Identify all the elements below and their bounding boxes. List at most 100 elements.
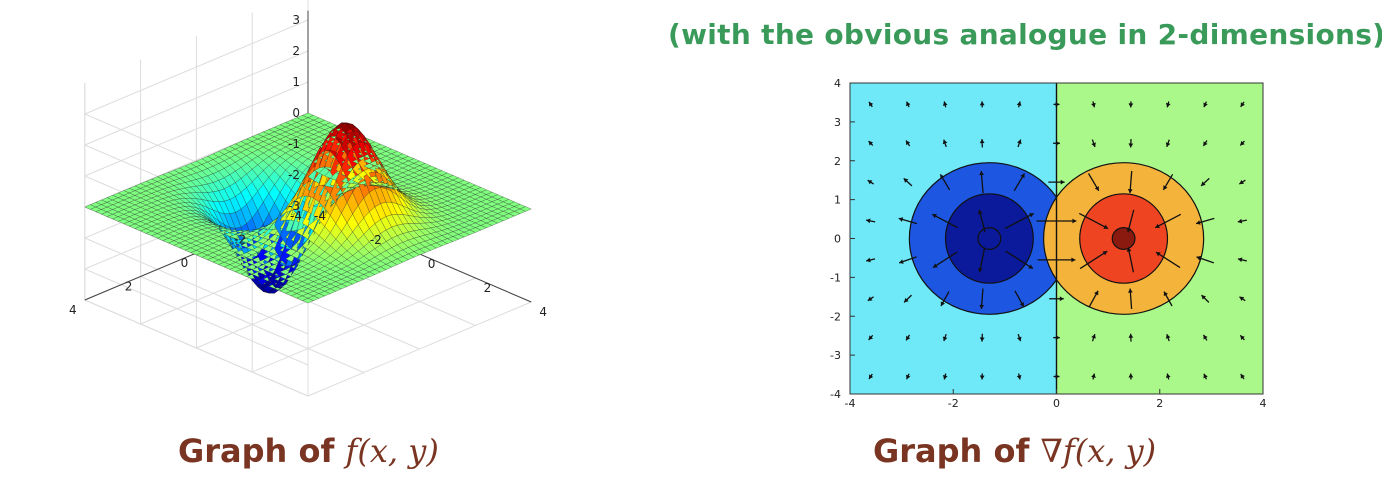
caption-gradient-prefix: Graph of (873, 432, 1030, 470)
gradient-arrowhead (978, 267, 983, 273)
z-tick-label: 3 (292, 13, 300, 27)
gradient-arrowhead (940, 174, 945, 180)
gradient-arrowhead (866, 218, 871, 224)
gradient-arrowhead (1203, 141, 1208, 147)
gradient-arrowhead (1127, 288, 1133, 293)
x-tick-label: 0 (1053, 397, 1060, 410)
gradient-arrowhead (1155, 223, 1160, 228)
y-tick-label: 3 (834, 116, 841, 129)
z-tick-label: 1 (292, 75, 300, 89)
gradient-arrowhead (1203, 102, 1208, 108)
gradient-arrowhead (1016, 101, 1022, 106)
gradient-arrowhead (942, 374, 948, 380)
gradient-arrow (1004, 212, 1035, 230)
x-tick-label: 2 (484, 281, 492, 295)
grid-line (84, 19, 309, 115)
gradient-arrowhead (1128, 373, 1134, 378)
y-tick-label: 4 (834, 77, 841, 90)
gradient-arrowhead (940, 301, 946, 306)
gradient-arrowhead (1240, 373, 1245, 379)
y-tick-label: -3 (830, 349, 841, 362)
grid-line (84, 81, 309, 177)
gradient-arrowhead (1128, 143, 1134, 148)
x-tick-label: -4 (845, 397, 856, 410)
gradient-arrowhead (867, 180, 873, 185)
caption-gradient-graph: Graph of ∇f(x, y) (873, 432, 1156, 470)
gradient-arrow (1155, 251, 1181, 269)
gradient-arrowhead (979, 337, 985, 342)
z-tick-label: -1 (288, 137, 300, 151)
z-tick-label: -2 (288, 168, 300, 182)
gradient-arrowhead (977, 209, 983, 215)
gradient-arrow (1078, 212, 1109, 230)
z-tick-label: -3 (288, 199, 300, 213)
grid-line (140, 276, 364, 373)
gradient-arrowhead (903, 178, 909, 183)
gradient-arrowhead (906, 374, 911, 380)
gradient-arrowhead (1016, 336, 1022, 342)
gradient-arrowhead (942, 336, 948, 342)
gradient-arrowhead (1237, 257, 1243, 263)
x-tick-label: -4 (314, 209, 326, 223)
gradient-arrowhead (1165, 334, 1171, 339)
gradient-arrowhead (1029, 213, 1034, 218)
contour-tick-labels: 4 3 2 1 0 -1 -2 -3 -4 -4 -2 0 2 4 (830, 77, 1266, 410)
gradient-arrow (1154, 213, 1182, 229)
contour-axes (849, 82, 1264, 395)
gradient-arrowhead (942, 101, 948, 106)
gradient-arrowhead (979, 139, 985, 144)
caption-f-graph: Graph of f(x, y) (178, 432, 439, 470)
gradient-arrowhead (906, 335, 911, 341)
gradient-arrowhead (1017, 139, 1022, 145)
gradient-arrowhead (906, 140, 911, 146)
gradient-arrowhead (1016, 374, 1022, 380)
gradient-arrowhead (1196, 220, 1201, 225)
gradient-arrowhead (1059, 296, 1064, 302)
gradient-arrow (932, 251, 958, 269)
gradient-arrow (931, 213, 959, 229)
gradient-arrowhead (1128, 333, 1134, 338)
gradient-arrowhead (899, 259, 904, 264)
gradient-arrows (866, 101, 1247, 380)
x-tick-label: 0 (428, 257, 436, 271)
gradient-arrowhead (867, 296, 873, 301)
contour-high-center (1111, 227, 1136, 250)
gradient-arrowhead (1203, 373, 1208, 379)
gradient-arrowhead (1091, 334, 1096, 339)
surface-patch (519, 206, 532, 212)
grid-line (84, 50, 309, 146)
gradient-arrowhead (904, 297, 909, 303)
gradient-arrowhead (932, 263, 938, 268)
gradient-arrowhead (1163, 185, 1168, 190)
caption-f-math: f(x, y) (345, 432, 439, 470)
gradient-arrow (1005, 250, 1034, 270)
y-tick-label: -1 (830, 271, 841, 284)
gradient-arrowhead (1019, 302, 1024, 307)
y-tick-label: 0 (834, 233, 841, 246)
grid-line (84, 268, 309, 366)
grid-line (84, 299, 309, 397)
gradient-arrowhead (1126, 247, 1132, 252)
gradient-arrowhead (898, 217, 904, 222)
gradient-arrow (1079, 250, 1108, 270)
gradient-arrowhead (979, 101, 985, 106)
gradient-arrowhead (869, 374, 874, 380)
gradient-arrowhead (932, 214, 937, 219)
gradient-arrowhead (1091, 373, 1096, 379)
gradient-arrow (1127, 247, 1135, 273)
gradient-arrowhead (1094, 186, 1099, 191)
gradient-arrowhead (1094, 290, 1099, 296)
gradient-arrowhead (1020, 173, 1025, 179)
gradient-arrowhead (868, 101, 874, 107)
gradient-arrowhead (1165, 102, 1171, 108)
y-tick-label: -2 (234, 233, 246, 247)
gradient-arrowhead (979, 171, 984, 176)
gradient-arrowhead (1196, 255, 1202, 261)
x-tick-label: 2 (1156, 397, 1163, 410)
gradient-arrowhead (1165, 373, 1171, 379)
caption-f-prefix: Graph of (178, 432, 335, 470)
gradient-arrowhead (1165, 142, 1171, 147)
gradient-arrow (978, 247, 986, 273)
